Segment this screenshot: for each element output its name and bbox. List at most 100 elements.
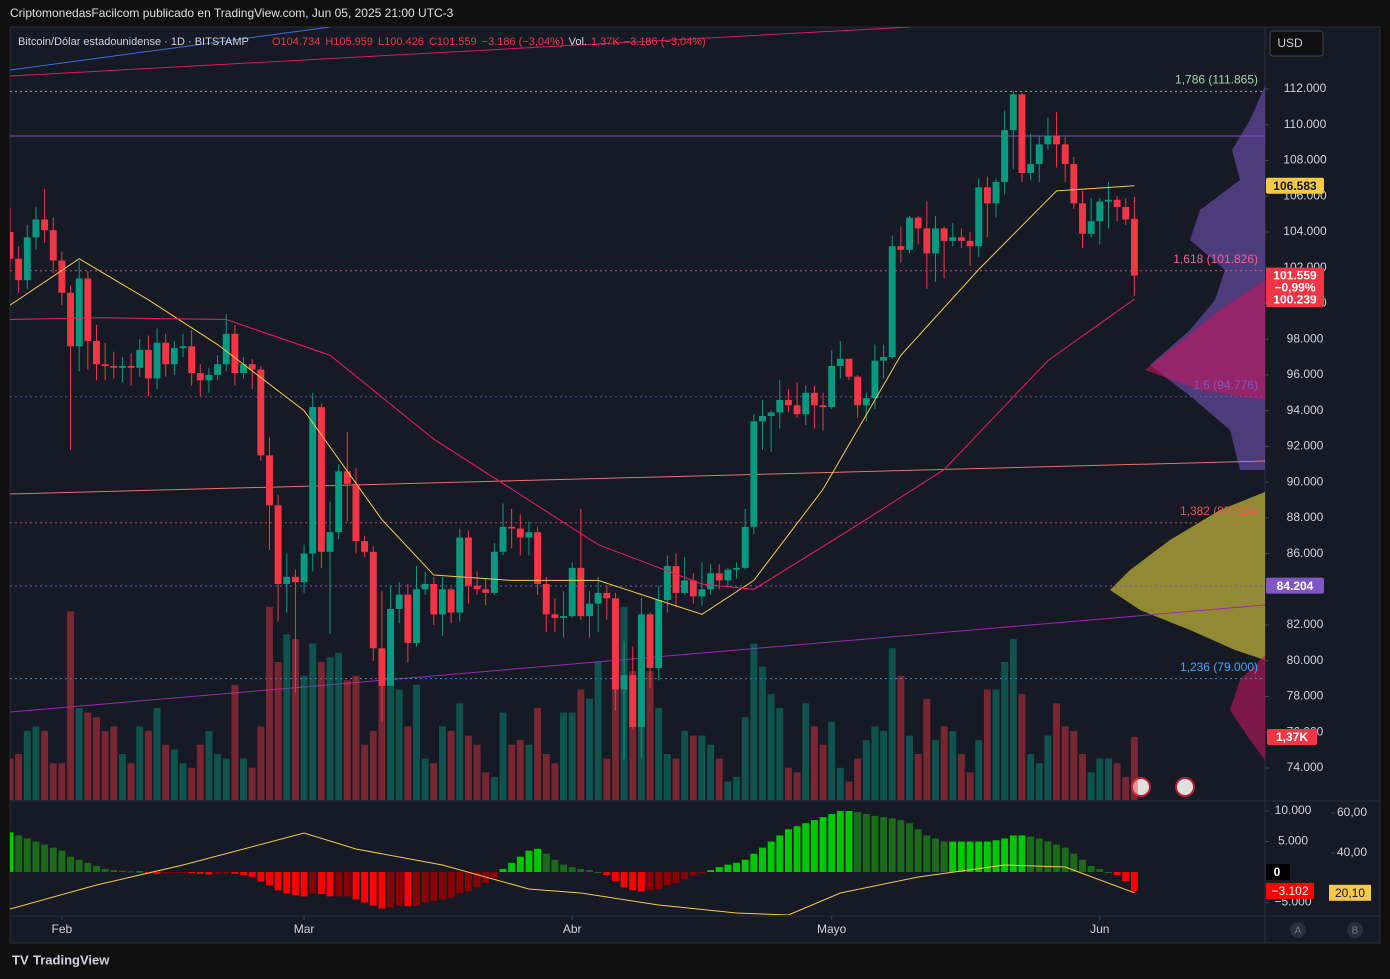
osc-bar <box>741 859 749 872</box>
trend-line <box>10 604 1265 713</box>
price-label: 84.204 <box>1277 579 1314 593</box>
volume-bar <box>352 675 360 800</box>
volume-bar <box>464 735 472 800</box>
candle-body <box>810 392 818 406</box>
candle-body <box>1053 135 1061 145</box>
price-label: 106.583 <box>1273 179 1317 193</box>
osc-bar <box>283 871 291 894</box>
fib-label: 1,236 (79.000) <box>1180 660 1258 674</box>
volume-bar <box>966 772 974 800</box>
candle-body <box>871 360 879 399</box>
candle-body <box>473 585 481 590</box>
osc-bar <box>101 868 109 872</box>
volume-bar <box>196 744 204 800</box>
candle-body <box>118 365 126 368</box>
osc-bar <box>733 862 740 872</box>
candle-body <box>93 340 100 365</box>
osc-bar <box>430 871 438 902</box>
candle-body <box>966 240 974 247</box>
osc-bar <box>499 868 507 872</box>
candle-body <box>733 567 740 570</box>
volume-bar <box>1130 736 1138 800</box>
osc-bar <box>1130 871 1138 891</box>
volume-bar <box>93 717 100 800</box>
symbol: Bitcoin/Dólar estadounidense · 1D · BITS… <box>18 36 249 48</box>
candle-body <box>127 365 135 368</box>
volume-bar <box>162 744 170 800</box>
x-tick-label: Feb <box>52 922 73 936</box>
osc-bar <box>404 871 412 907</box>
volume-bar <box>118 753 126 800</box>
osc-bar <box>854 812 862 872</box>
candle-body <box>741 526 749 568</box>
candle-body <box>84 278 92 341</box>
fib-label: 1,786 (111.865) <box>1175 73 1258 87</box>
osc-bar <box>447 871 455 898</box>
candle-body <box>456 537 464 613</box>
ohlc-value: −3.186 (−3,04%) <box>482 36 564 48</box>
volume-bar <box>222 758 230 800</box>
event-flag[interactable] <box>1175 777 1195 797</box>
osc-bar <box>266 871 273 886</box>
osc-bar <box>975 841 983 872</box>
candle-body <box>655 600 663 668</box>
scale-button[interactable] <box>1347 922 1363 938</box>
currency-button[interactable] <box>1269 30 1324 57</box>
osc-bar <box>698 871 706 874</box>
currency-button-label[interactable]: USD <box>1277 36 1303 50</box>
y-tick-label: 104.000 <box>1283 224 1327 238</box>
osc-bar <box>343 871 351 897</box>
signal-tick-label: 60,00 <box>1337 805 1367 819</box>
candle-body <box>179 346 187 349</box>
candle-body <box>196 373 204 381</box>
volume-profile <box>1145 280 1265 400</box>
volume-bar <box>810 726 818 800</box>
candle-body <box>914 217 922 229</box>
volume-bar <box>897 675 905 800</box>
osc-bar <box>715 867 723 872</box>
osc-bar <box>577 868 585 872</box>
volume-bar <box>759 666 766 800</box>
scale-button[interactable] <box>1290 922 1306 938</box>
event-flag[interactable] <box>1131 777 1151 797</box>
zero-label: 0 <box>1274 865 1281 879</box>
volume-bar <box>992 689 1000 800</box>
scale-button-label[interactable]: A <box>1295 926 1302 937</box>
volume-bar <box>49 763 57 800</box>
candle-body <box>369 551 377 649</box>
volume-bar <box>767 694 775 800</box>
volume-bar <box>1001 661 1009 800</box>
osc-bar <box>880 817 888 872</box>
volume-bar <box>594 661 602 800</box>
volume-bar <box>136 726 144 800</box>
y-tick-label: 108.000 <box>1283 153 1327 167</box>
candle-body <box>32 219 40 238</box>
moving-average <box>10 298 1135 590</box>
candle-body <box>110 365 118 368</box>
scale-button-label[interactable]: B <box>1352 926 1359 937</box>
candle-body <box>188 346 196 374</box>
volume-bar <box>1044 735 1052 800</box>
volume-bar <box>214 753 222 800</box>
volume-bar <box>317 661 325 800</box>
y-tick-label: 88.000 <box>1287 510 1324 524</box>
volume-bar <box>914 753 922 800</box>
candle-body <box>784 399 792 406</box>
y-tick-label: 92.000 <box>1287 439 1324 453</box>
volume-bar <box>326 657 334 800</box>
candle-body <box>10 231 14 259</box>
volume-bar <box>1104 758 1112 800</box>
volume-bar <box>1079 753 1086 800</box>
osc-bar <box>335 871 343 897</box>
volume-bar <box>983 689 991 800</box>
volume-bar <box>698 735 706 800</box>
candle-body <box>949 237 957 241</box>
candle-body <box>992 181 1000 204</box>
osc-bar <box>871 815 879 872</box>
candle-body <box>516 528 524 538</box>
y-tick-label: 74.000 <box>1287 760 1324 774</box>
candle-body <box>404 594 412 643</box>
candle-body <box>1044 135 1052 145</box>
volume-bar <box>1053 703 1061 800</box>
osc-bar <box>793 826 801 872</box>
